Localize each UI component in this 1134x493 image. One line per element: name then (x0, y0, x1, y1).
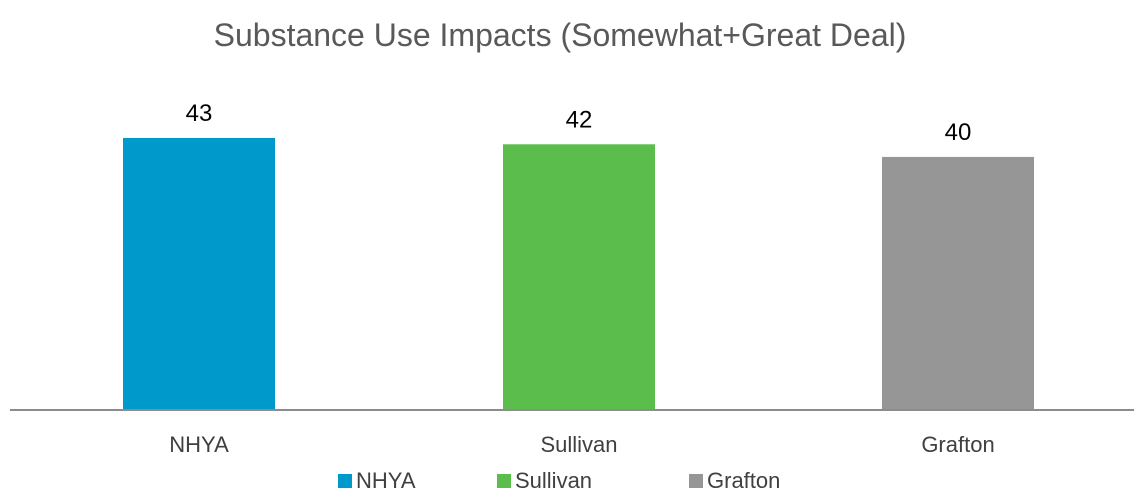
bar-nhya (123, 137, 275, 411)
data-label-nhya: 43 (186, 100, 213, 127)
category-label-grafton: Grafton (921, 432, 994, 457)
bar-grafton (882, 156, 1034, 410)
chart-title: Substance Use Impacts (Somewhat+Great De… (214, 17, 907, 53)
legend-swatch-nhya (338, 474, 352, 488)
category-labels-group: NHYA Sullivan Grafton (169, 432, 994, 457)
legend: NHYA Sullivan Grafton (338, 468, 780, 493)
legend-label-sullivan: Sullivan (515, 468, 592, 493)
bar-sullivan (503, 144, 655, 411)
bars-group (123, 137, 1034, 411)
data-label-grafton: 40 (945, 119, 972, 146)
category-label-nhya: NHYA (169, 432, 229, 457)
legend-label-nhya: NHYA (356, 468, 416, 493)
data-labels-group: 43 42 40 (186, 100, 972, 146)
legend-swatch-sullivan (497, 474, 511, 488)
data-label-sullivan: 42 (566, 106, 593, 133)
category-label-sullivan: Sullivan (540, 432, 617, 457)
legend-swatch-grafton (689, 474, 703, 488)
legend-label-grafton: Grafton (707, 468, 780, 493)
